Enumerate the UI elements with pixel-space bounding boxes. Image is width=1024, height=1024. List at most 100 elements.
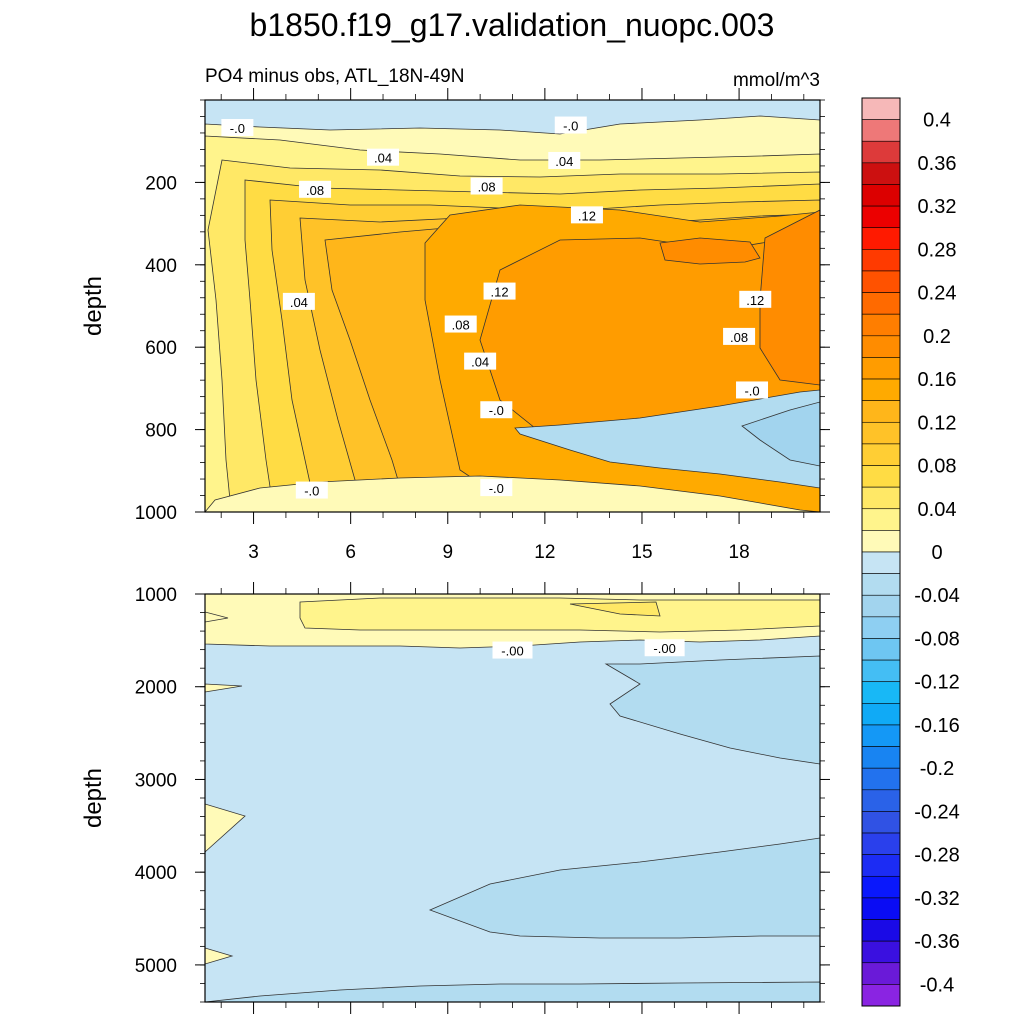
contour-label-text: .08 bbox=[452, 318, 470, 333]
colorbar-label: 0.16 bbox=[918, 369, 957, 391]
chart-title: b1850.f19_g17.validation_nuopc.003 bbox=[250, 7, 775, 43]
upper-contour-labels: -.0 -.0 .04 .04 .08 .08 .12 .12 .12 .04 .08 .08 .04 -… bbox=[221, 116, 772, 499]
contour-label-text: .04 bbox=[555, 154, 573, 169]
contour-label-text: -.0 bbox=[230, 121, 245, 136]
contour-label-box bbox=[480, 479, 513, 497]
colorbar-swatch bbox=[861, 919, 901, 942]
colorbar-swatch bbox=[861, 313, 901, 337]
contour-label-box bbox=[282, 292, 315, 310]
contour-label-text: .12 bbox=[746, 293, 764, 308]
contour-label-box bbox=[464, 352, 497, 370]
colorbar-swatch bbox=[861, 421, 901, 445]
colorbar-label: 0.04 bbox=[918, 499, 957, 521]
colorbar-label: -0.28 bbox=[914, 845, 960, 867]
lower-ytick-label: 5000 bbox=[135, 956, 177, 977]
contour-label: .04 bbox=[282, 292, 315, 310]
contour-label: .08 bbox=[299, 180, 332, 198]
contour-label: -.0 bbox=[736, 381, 769, 399]
upper-xtick-label: 3 bbox=[248, 542, 259, 563]
colorbar-swatch bbox=[861, 335, 901, 358]
contour-label-text: .04 bbox=[374, 151, 392, 166]
lower-ylabel: depth bbox=[80, 768, 107, 828]
colorbar-label: -0.12 bbox=[914, 672, 960, 694]
lower-band-neg-mid bbox=[604, 655, 820, 765]
contour-label: .12 bbox=[739, 290, 772, 308]
colorbar-label: -0.32 bbox=[914, 888, 960, 910]
colorbar-swatch bbox=[861, 508, 901, 531]
upper-xtick-label: 18 bbox=[729, 542, 750, 563]
contour-label-box bbox=[554, 116, 587, 134]
colorbar-label: -0.36 bbox=[914, 931, 960, 953]
contour-label-box bbox=[299, 180, 332, 198]
contour-label-text: .08 bbox=[730, 330, 748, 345]
contour-label-box bbox=[492, 641, 533, 659]
lower-band-neg-bottom bbox=[205, 981, 820, 1002]
contour-label: -.0 bbox=[480, 401, 513, 419]
contour-label-box bbox=[483, 282, 516, 300]
colorbar-label: 0.28 bbox=[918, 239, 957, 261]
upper-ytick-label: 800 bbox=[145, 421, 177, 442]
contour-label: -.00 bbox=[492, 641, 533, 659]
upper-band-neg-004-006 bbox=[741, 401, 820, 467]
lower-band-pos-inner bbox=[299, 597, 820, 633]
upper-panel: 200 400 600 800 1000 3 6 9 12 15 18 -.0 -.0 .04 .04 .0… bbox=[80, 88, 830, 563]
colorbar-swatch bbox=[861, 746, 901, 769]
colorbar-swatch bbox=[861, 832, 901, 855]
contour-label-box bbox=[644, 639, 685, 657]
upper-xtick-label: 15 bbox=[631, 542, 652, 563]
lower-ytick-label: 2000 bbox=[135, 678, 177, 699]
colorbar-swatch bbox=[861, 724, 901, 747]
colorbar-swatch bbox=[861, 616, 901, 639]
colorbar-swatch bbox=[861, 97, 901, 120]
colorbar-swatch bbox=[861, 594, 901, 618]
contour-label-box bbox=[480, 401, 513, 419]
contour-label: -.00 bbox=[644, 639, 685, 657]
upper-xtick-label: 12 bbox=[534, 542, 555, 563]
colorbar-label: -0.16 bbox=[914, 715, 960, 737]
colorbar-label: -0.2 bbox=[920, 758, 954, 780]
contour-label: .04 bbox=[548, 151, 581, 169]
colorbar-label: 0.36 bbox=[918, 153, 957, 175]
colorbar-frame bbox=[861, 97, 901, 1007]
colorbar-swatch bbox=[861, 162, 901, 185]
colorbar-swatch bbox=[861, 486, 901, 510]
colorbar-swatch bbox=[861, 854, 901, 877]
contour-label: .08 bbox=[470, 177, 503, 195]
colorbar-label: -0.4 bbox=[920, 974, 954, 996]
contour-label-text: -.0 bbox=[489, 403, 504, 418]
chart-subtitle: PO4 minus obs, ATL_18N-49N bbox=[205, 66, 464, 87]
colorbar-label: 0.2 bbox=[923, 326, 951, 348]
contour-label-box bbox=[367, 148, 400, 166]
contour-label-text: .08 bbox=[478, 180, 496, 195]
colorbar-swatch bbox=[861, 205, 901, 229]
colorbar-label: 0.32 bbox=[918, 196, 957, 218]
upper-ytick-label: 1000 bbox=[135, 503, 177, 524]
lower-contour-labels: -.00 -.00 bbox=[492, 639, 685, 659]
contour-label-box bbox=[548, 151, 581, 169]
contour-label: -.0 bbox=[295, 481, 328, 499]
contour-label-text: -.00 bbox=[653, 641, 675, 656]
contour-label: .08 bbox=[723, 327, 756, 345]
upper-xtick-label: 6 bbox=[345, 542, 356, 563]
contour-label-text: -.0 bbox=[304, 484, 319, 499]
contour-label: .12 bbox=[483, 282, 516, 300]
lower-panel: 1000 2000 3000 4000 5000 -.00 -.00 depth bbox=[80, 582, 830, 1014]
colorbar-swatch bbox=[861, 940, 901, 964]
colorbar-swatch bbox=[861, 270, 901, 293]
colorbar-label: 0.08 bbox=[918, 456, 957, 478]
colorbar-swatch bbox=[861, 551, 901, 574]
contour-label: -.0 bbox=[480, 479, 513, 497]
contour-label-box bbox=[723, 327, 756, 345]
colorbar-swatch bbox=[861, 530, 901, 553]
contour-label-text: -.00 bbox=[501, 644, 523, 659]
contour-label: .04 bbox=[464, 352, 497, 370]
contour-label: -.0 bbox=[221, 119, 254, 136]
contour-label-text: .04 bbox=[471, 355, 489, 370]
units-label: mmol/m^3 bbox=[733, 70, 820, 91]
colorbar-swatch bbox=[861, 962, 901, 985]
contour-label-box bbox=[736, 381, 769, 399]
upper-ytick-label: 400 bbox=[145, 256, 177, 277]
upper-ytick-label: 600 bbox=[145, 338, 177, 359]
colorbar-label: 0.12 bbox=[918, 412, 957, 434]
upper-band-018-020b bbox=[659, 237, 761, 265]
